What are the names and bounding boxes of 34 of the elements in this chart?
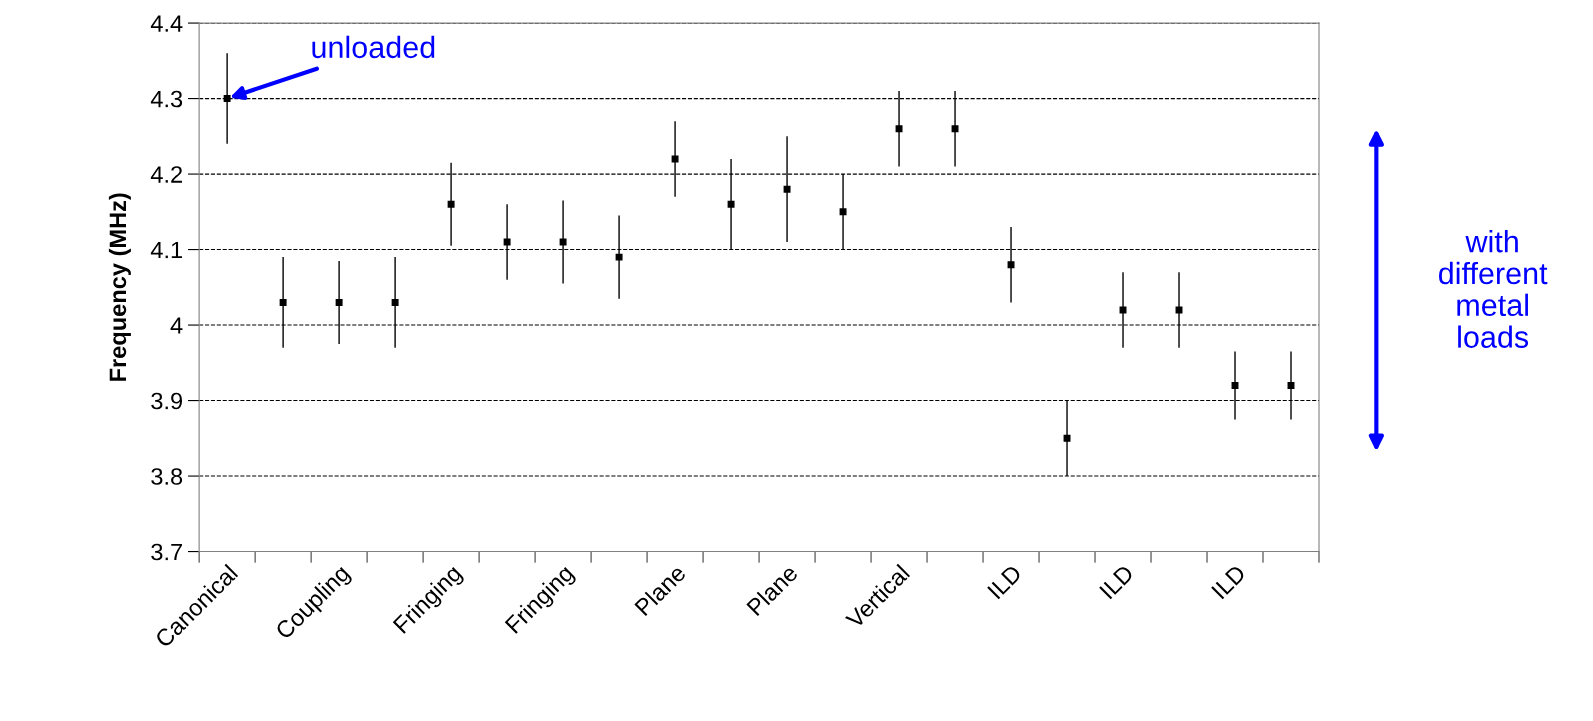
point bbox=[335, 298, 343, 306]
y-axis-title: Frequency (MHz) bbox=[108, 193, 131, 381]
point bbox=[223, 95, 231, 103]
x-tick-label: ILD bbox=[987, 564, 1023, 600]
point bbox=[503, 238, 511, 246]
y-tick-label: 4.3 bbox=[150, 90, 183, 108]
point bbox=[391, 298, 399, 306]
y-tick-label: 3.9 bbox=[151, 392, 183, 410]
point bbox=[895, 125, 903, 133]
point bbox=[559, 238, 567, 246]
point bbox=[783, 185, 791, 193]
point bbox=[1287, 381, 1295, 389]
x-tick-label: ILD bbox=[1099, 564, 1135, 600]
y-tick-label: 4 bbox=[170, 317, 183, 334]
x-tick-label: ILD bbox=[1211, 564, 1247, 600]
point bbox=[1063, 434, 1071, 442]
point bbox=[279, 298, 287, 306]
text: with different metal loads bbox=[1438, 230, 1548, 348]
point bbox=[727, 200, 735, 208]
point bbox=[951, 125, 959, 133]
point bbox=[615, 253, 623, 261]
point bbox=[1007, 261, 1015, 269]
y-tick-label: 3.8 bbox=[151, 468, 183, 485]
point bbox=[447, 200, 455, 208]
annotation: unloaded bbox=[312, 35, 435, 59]
point bbox=[1175, 306, 1183, 314]
point bbox=[1119, 306, 1127, 314]
y-tick-label: 4.1 bbox=[150, 241, 182, 259]
point bbox=[671, 155, 679, 163]
point bbox=[1231, 381, 1239, 389]
y-tick-label: 3.7 bbox=[151, 543, 182, 561]
point bbox=[839, 208, 847, 216]
y-tick-label: 4.2 bbox=[150, 166, 182, 183]
y-tick-label: 4.4 bbox=[150, 15, 183, 32]
